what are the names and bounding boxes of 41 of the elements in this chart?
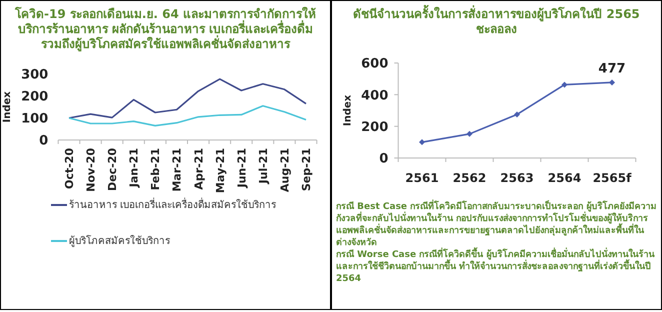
x-tick-label: 2564 bbox=[548, 171, 582, 185]
text: กรณี Best Case กรณีที่โควิดมีโอกาสกลับมาระบาดเป็นระลอก ผู้บริโภคยังมีความกังวลที่จะกลับไปนั่งทานในร้าน กอปรกับแรงส่งจากการทำโปรโมชั่นของผู้ให้บริการแอพพลิเคชั่นจัดส่งอาหารและการขยายฐานตลาดไปยังกลุ่มลูกค้าใหม่และพื้นที่ในต่างจังหวัด bbox=[336, 201, 657, 248]
x-tick-label: Aug-21 bbox=[278, 148, 292, 192]
x-tick-label: Jun-21 bbox=[235, 148, 248, 189]
y-axis-title: Index bbox=[342, 94, 354, 126]
x-tick-label: Feb-21 bbox=[149, 148, 162, 190]
point bbox=[562, 82, 568, 88]
y-axis-title: Index bbox=[2, 90, 14, 123]
legend-label: ร้านอาหาร เบอเกอรี่และเครื่องดื่มสมัครใช้บริการ bbox=[68, 199, 278, 212]
line-series bbox=[68, 105, 307, 126]
chart-title: โควิด-19 ระลอกเดือนเม.ย. 64 และมาตรการจำกัดการให้บริการร้านอาหาร ผลักดันร้านอาหาร เบเกอรี่และเครื่องดื่ม รวมถึงผู้บริโภคสมัครใช้แอพพลิเคชั่นจัดส่งอาหาร bbox=[14, 7, 318, 52]
x-tick-label: 2563 bbox=[500, 171, 534, 185]
x-tick-label: Nov-20 bbox=[84, 148, 98, 192]
text: กรณี Worse Case กรณีที่โควิดดีขึ้น ผู้บริโภคมีความเชื่อมั่นกลับไปนั่งทานในร้านและการใช้ชีวิตนอกบ้านมากขึ้น ทำให้จำนวนการสั่งชะลอลงจากฐานที่เร่งตัวขึ้นในปี 2564 bbox=[336, 249, 656, 285]
x-tick-label: 2562 bbox=[452, 171, 486, 185]
x-tick-label: Jul-21 bbox=[256, 148, 270, 185]
line-series bbox=[68, 78, 307, 119]
point bbox=[466, 130, 472, 137]
y-tick-label: 200 bbox=[361, 120, 388, 136]
y-tick-label: 300 bbox=[21, 68, 48, 83]
x-tick-label: Oct-20 bbox=[63, 148, 76, 190]
y-tick-label: 0 bbox=[379, 152, 388, 167]
legend-label: ผู้บริโภคสมัครใช้บริการ bbox=[68, 235, 171, 248]
y-tick-label: 100 bbox=[21, 112, 48, 127]
y-tick-label: 600 bbox=[361, 56, 388, 72]
point bbox=[419, 139, 425, 146]
x-tick-label: Apr-21 bbox=[192, 148, 206, 190]
x-tick-label: Mar-21 bbox=[170, 148, 184, 192]
x-tick-label: Dec-20 bbox=[106, 148, 120, 191]
chart-title: ดัชนีจำนวนครั้งในการสั่งอาหารของผู้บริโภคในปี 2565 ชะลอลง bbox=[352, 7, 641, 37]
x-tick-label: May-21 bbox=[214, 148, 227, 194]
y-tick-label: 200 bbox=[21, 90, 48, 105]
x-tick-label: 2565f bbox=[592, 171, 632, 185]
x-tick-label: Sep-21 bbox=[300, 148, 313, 192]
x-tick-label: Jan-21 bbox=[128, 148, 141, 188]
x-tick-label: 2561 bbox=[405, 171, 439, 185]
y-tick-label: 400 bbox=[361, 88, 388, 104]
point bbox=[609, 79, 615, 86]
y-tick-label: 0 bbox=[39, 134, 48, 149]
data-label: 477 bbox=[598, 61, 626, 76]
point bbox=[514, 111, 520, 118]
